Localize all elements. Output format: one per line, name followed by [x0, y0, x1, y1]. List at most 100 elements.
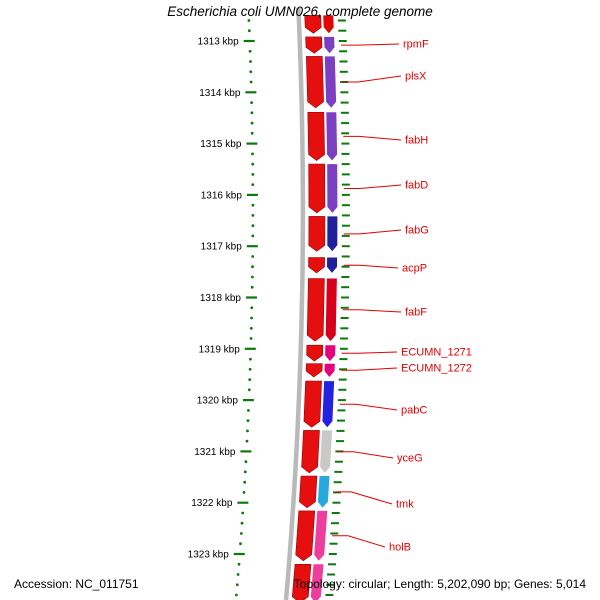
gene-label-fabG[interactable]: fabG — [405, 225, 429, 237]
feature-band-fabH — [326, 112, 338, 161]
ruler-dot — [246, 419, 250, 422]
ruler-label-1317: 1317 kbp — [201, 242, 243, 253]
ruler-dot — [247, 409, 250, 412]
feature-band-plsX — [324, 56, 337, 108]
ruler-dot — [237, 562, 241, 566]
ruler-dot — [243, 470, 247, 474]
gene-leader-yceG — [337, 451, 394, 459]
feature-band-yceG — [320, 430, 332, 473]
ruler-dot — [250, 316, 254, 320]
ruler-dot — [242, 491, 246, 494]
gene-label-plsX[interactable]: plsX — [405, 71, 427, 83]
feature-band-tmk — [317, 476, 330, 508]
ruler-dot — [247, 19, 251, 22]
ruler-dot — [250, 121, 254, 125]
gene-arrow-ECUMN_1272[interactable] — [305, 363, 323, 378]
ruler-dot — [239, 532, 243, 535]
ruler-dot — [235, 593, 238, 597]
ruler-label-1316: 1316 kbp — [201, 190, 243, 201]
feature-band-acpP — [327, 257, 338, 273]
feature-band-fabF — [325, 278, 337, 342]
ruler-dot — [239, 542, 242, 546]
gene-arrow-acpP[interactable] — [308, 257, 325, 274]
gene-arrow-fabF[interactable] — [306, 278, 325, 342]
ruler-dot — [249, 80, 253, 84]
ruler-label-1319: 1319 kbp — [199, 344, 241, 355]
feature-band-fabD — [327, 164, 338, 213]
gene-leader-plsX — [342, 75, 402, 83]
ruler-dot — [251, 162, 255, 166]
ruler-dot — [251, 265, 254, 269]
feature-band-ECUMN_1271 — [325, 345, 336, 362]
ruler-dot — [244, 460, 248, 464]
gene-label-rpmF[interactable]: rpmF — [403, 39, 429, 51]
ruler-dot — [250, 306, 254, 310]
ruler-dot — [245, 439, 249, 443]
feature-band-fabG — [327, 216, 338, 252]
gene-arrow-ECUMN_1271[interactable] — [306, 344, 324, 362]
ruler-dot — [248, 367, 252, 371]
accession-text: Accession: NC_011751 — [14, 577, 139, 591]
gene-arrow-fabG[interactable] — [308, 216, 326, 252]
gene-label-tmk[interactable]: tmk — [396, 499, 414, 511]
gene-label-yceG[interactable]: yceG — [397, 453, 423, 465]
ruler-label-1318: 1318 kbp — [200, 293, 242, 304]
ruler-dot — [248, 49, 252, 53]
gene-leader-fabF — [342, 309, 402, 313]
gene-arrow-holB[interactable] — [295, 510, 316, 562]
gene-leader-ECUMN_1272 — [341, 367, 398, 371]
feature-band — [323, 15, 334, 34]
ruler-dot — [249, 337, 253, 340]
gene-arrow-fabD[interactable] — [308, 163, 326, 214]
map-title: Escherichia coli UMN026, complete genome — [167, 4, 433, 19]
gene-label-fabD[interactable]: fabD — [405, 180, 428, 192]
feature-band-rpmF — [324, 36, 335, 54]
ruler-dot — [251, 214, 255, 217]
gene-label-fabH[interactable]: fabH — [405, 135, 428, 147]
gene-label-ECUMN_1271[interactable]: ECUMN_1271 — [401, 347, 472, 359]
ruler-dot — [251, 275, 254, 279]
gene-leader-ECUMN_1271 — [341, 351, 398, 354]
ruler-dot — [250, 101, 254, 104]
ruler-dot — [246, 429, 249, 433]
ruler-dot — [250, 285, 254, 289]
ruler-label-1313: 1313 kbp — [198, 37, 240, 48]
gene-arrow-yceG[interactable] — [301, 430, 320, 474]
ruler-dot — [248, 378, 252, 381]
gene-leader-rpmF — [340, 43, 400, 46]
ruler-dot — [249, 326, 253, 330]
gene-leader-fabH — [343, 135, 402, 141]
ruler-label-1321: 1321 kbp — [194, 447, 236, 458]
gene-label-pabC[interactable]: pabC — [401, 405, 427, 417]
ruler-label-1323: 1323 kbp — [188, 550, 230, 561]
ruler-dot — [251, 183, 255, 187]
ruler-dot — [243, 480, 247, 484]
ruler-dot — [251, 203, 255, 207]
ruler-dot — [251, 173, 255, 176]
gene-leader-holB — [332, 535, 386, 548]
gene-arrow-rpmF[interactable] — [305, 36, 323, 54]
ruler-dot — [249, 357, 252, 361]
gene-arrow-fabH[interactable] — [307, 112, 325, 161]
feature-band-pabC — [322, 381, 335, 428]
gene-label-ECUMN_1272[interactable]: ECUMN_1272 — [401, 363, 472, 375]
ruler-dot — [251, 224, 255, 228]
gene-label-holB[interactable]: holB — [389, 542, 411, 554]
gene-label-fabF[interactable]: fabF — [405, 307, 427, 319]
gene-leader-fabD — [343, 184, 402, 189]
gene-arrow-pabC[interactable] — [303, 380, 322, 428]
ruler-dot — [240, 521, 244, 525]
ruler-dot — [251, 255, 255, 258]
gene-arrow-tmk[interactable] — [299, 475, 318, 509]
ruler-label-1322: 1322 kbp — [191, 498, 233, 509]
gene-leader-tmk — [335, 491, 393, 505]
ruler-dot — [251, 234, 255, 238]
feature-band — [310, 564, 324, 600]
gene-leader-acpP — [343, 264, 399, 269]
feature-band-ECUMN_1272 — [324, 363, 335, 377]
gene-label-acpP[interactable]: acpP — [402, 263, 427, 275]
gene-arrow-plsX[interactable] — [305, 56, 324, 109]
gene-leader-pabC — [339, 403, 398, 411]
